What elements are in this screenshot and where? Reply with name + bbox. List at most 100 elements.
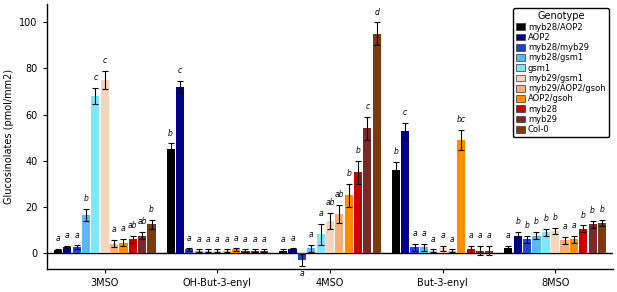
- Text: a: a: [112, 225, 117, 234]
- Text: c: c: [365, 102, 370, 111]
- Bar: [514, 236, 522, 253]
- Text: a: a: [290, 234, 295, 243]
- Text: ab: ab: [138, 218, 147, 226]
- Bar: [298, 253, 306, 260]
- Text: a: a: [487, 231, 492, 240]
- Bar: [279, 251, 288, 253]
- Bar: [213, 251, 222, 253]
- Bar: [120, 243, 128, 253]
- Bar: [167, 149, 175, 253]
- Text: a: a: [262, 235, 267, 244]
- Text: d: d: [375, 8, 379, 17]
- Bar: [194, 251, 203, 253]
- Text: b: b: [581, 211, 586, 220]
- Y-axis label: Glucosinolates (pmol/mm2): Glucosinolates (pmol/mm2): [4, 69, 14, 204]
- Text: ab: ab: [128, 221, 138, 230]
- Text: b: b: [84, 194, 88, 203]
- Bar: [373, 34, 381, 253]
- Bar: [560, 240, 569, 253]
- Bar: [64, 247, 72, 253]
- Text: a: a: [309, 230, 313, 239]
- Text: ab: ab: [334, 190, 344, 199]
- Text: b: b: [515, 218, 520, 226]
- Bar: [307, 248, 315, 253]
- Text: c: c: [403, 108, 407, 117]
- Bar: [420, 247, 428, 253]
- Bar: [466, 249, 474, 253]
- Bar: [317, 234, 325, 253]
- Bar: [251, 251, 259, 253]
- Bar: [439, 248, 447, 253]
- Bar: [110, 244, 118, 253]
- Bar: [551, 231, 559, 253]
- Bar: [542, 232, 550, 253]
- Bar: [476, 251, 484, 253]
- Text: a: a: [468, 231, 473, 240]
- Text: b: b: [394, 147, 398, 156]
- Bar: [448, 251, 456, 253]
- Text: b: b: [590, 206, 595, 215]
- Bar: [354, 172, 362, 253]
- Text: b: b: [600, 205, 605, 214]
- Bar: [223, 251, 231, 253]
- Text: a: a: [234, 234, 238, 243]
- Text: a: a: [506, 231, 511, 240]
- Text: a: a: [281, 235, 286, 244]
- Bar: [129, 239, 137, 253]
- Text: a: a: [562, 222, 567, 231]
- Text: b: b: [355, 146, 360, 155]
- Text: a: a: [318, 209, 323, 218]
- Text: a: a: [225, 235, 229, 244]
- Text: a: a: [300, 269, 304, 278]
- Bar: [401, 131, 409, 253]
- Bar: [101, 80, 109, 253]
- Text: b: b: [544, 214, 549, 223]
- Text: a: a: [571, 221, 576, 230]
- Text: ab: ab: [325, 198, 335, 207]
- Text: c: c: [178, 66, 182, 75]
- Bar: [504, 248, 513, 253]
- Bar: [523, 239, 531, 253]
- Text: b: b: [524, 221, 529, 230]
- Text: a: a: [65, 231, 70, 240]
- Bar: [241, 251, 249, 253]
- Text: a: a: [243, 235, 248, 244]
- Text: a: a: [75, 231, 79, 239]
- Bar: [73, 247, 81, 253]
- Bar: [598, 223, 606, 253]
- Bar: [589, 224, 597, 253]
- Legend: myb28/AOP2, AOP2, myb28/myb29, myb28/gsm1, gsm1, myb29/gsm1, myb29/AOP2/gsoh, AO: myb28/AOP2, AOP2, myb28/myb29, myb28/gsm…: [513, 8, 609, 138]
- Text: a: a: [215, 235, 220, 244]
- Bar: [138, 236, 146, 253]
- Bar: [392, 170, 400, 253]
- Text: b: b: [149, 205, 154, 214]
- Text: a: a: [478, 231, 482, 240]
- Text: b: b: [553, 213, 558, 222]
- Text: a: a: [412, 229, 417, 238]
- Text: bc: bc: [457, 115, 466, 124]
- Bar: [570, 239, 578, 253]
- Bar: [176, 87, 184, 253]
- Text: c: c: [102, 56, 107, 65]
- Text: a: a: [431, 235, 436, 244]
- Bar: [232, 249, 240, 253]
- Bar: [260, 251, 268, 253]
- Text: a: a: [56, 234, 60, 243]
- Text: a: a: [196, 235, 201, 244]
- Bar: [82, 215, 90, 253]
- Text: a: a: [421, 229, 426, 238]
- Text: b: b: [534, 218, 539, 226]
- Bar: [147, 224, 155, 253]
- Bar: [345, 195, 353, 253]
- Bar: [410, 247, 418, 253]
- Text: a: a: [450, 235, 454, 244]
- Text: a: a: [252, 235, 257, 244]
- Bar: [429, 251, 437, 253]
- Bar: [185, 249, 193, 253]
- Bar: [289, 249, 297, 253]
- Text: c: c: [93, 73, 97, 82]
- Bar: [204, 251, 212, 253]
- Text: a: a: [121, 224, 126, 233]
- Bar: [91, 96, 99, 253]
- Text: a: a: [205, 235, 210, 244]
